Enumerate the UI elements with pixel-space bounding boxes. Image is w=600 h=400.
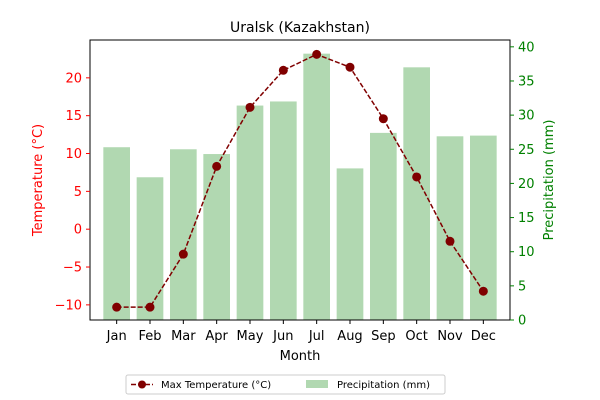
left-tick-label: −10 — [55, 298, 82, 313]
right-tick-label: 20 — [518, 177, 535, 192]
temp-point-dec — [478, 286, 488, 296]
temp-point-nov — [445, 236, 455, 246]
left-tick-label: 0 — [74, 223, 82, 238]
temp-point-jun — [278, 65, 288, 75]
left-tick-label: 20 — [65, 71, 82, 86]
x-axis-ticks: Jan Feb Mar Apr May Jun Jul Aug Sep Oct Nov Dec — [106, 320, 496, 344]
right-tick-label: 25 — [518, 143, 535, 158]
x-tick-label: Jun — [272, 329, 293, 344]
legend-box — [125, 374, 446, 395]
right-tick-label: 30 — [518, 109, 535, 124]
temperature-line — [112, 49, 488, 312]
right-tick-label: 5 — [518, 279, 526, 294]
precipitation-bars — [103, 53, 497, 321]
left-tick-label: 15 — [65, 109, 82, 124]
left-axis-label: Temperature (°C) — [31, 124, 46, 237]
x-tick-label: Sep — [371, 329, 396, 344]
x-tick-label: Feb — [138, 329, 161, 344]
chart-title: Uralsk (Kazakhstan) — [230, 20, 370, 36]
legend-temperature-label: Max Temperature (°C) — [161, 380, 271, 391]
left-tick-label: 10 — [65, 147, 82, 162]
x-tick-label: Oct — [405, 329, 427, 344]
temp-point-jul — [312, 49, 322, 59]
temp-point-may — [245, 102, 255, 112]
bar-jun — [270, 101, 297, 321]
bar-may — [236, 105, 264, 320]
x-tick-label: Nov — [437, 329, 463, 344]
temp-point-aug — [345, 62, 355, 72]
bar-feb — [136, 177, 164, 320]
legend-bar-swatch — [306, 380, 328, 388]
right-tick-label: 15 — [518, 211, 535, 226]
bar-apr — [203, 154, 230, 320]
temp-point-jan — [112, 302, 122, 312]
right-axis-label: Precipitation (mm) — [542, 120, 557, 241]
right-tick-label: 0 — [518, 314, 526, 329]
x-tick-label: May — [237, 329, 264, 344]
x-tick-label: Apr — [205, 329, 228, 344]
right-tick-label: 10 — [518, 245, 535, 260]
bar-sep — [370, 132, 397, 320]
x-tick-label: Aug — [337, 329, 362, 344]
left-tick-label: 5 — [74, 185, 82, 200]
x-tick-label: Mar — [171, 329, 196, 344]
temp-point-feb — [145, 302, 155, 312]
legend: Max Temperature (°C) Precipitation (mm) — [125, 374, 446, 395]
x-axis-label: Month — [280, 349, 321, 364]
bar-jan — [103, 147, 130, 320]
temperature-line-path — [116, 53, 484, 308]
x-tick-label: Dec — [471, 329, 496, 344]
bar-jul — [303, 53, 330, 320]
bar-aug — [336, 168, 364, 320]
legend-line-marker — [138, 380, 146, 389]
temp-point-oct — [412, 172, 422, 182]
bar-mar — [170, 149, 197, 320]
legend-precipitation-label: Precipitation (mm) — [337, 380, 430, 391]
bar-nov — [436, 136, 464, 320]
x-tick-label: Jul — [308, 329, 325, 344]
temp-point-mar — [178, 249, 188, 259]
temp-point-apr — [212, 161, 222, 171]
plot-frame — [89, 39, 511, 321]
temp-point-sep — [378, 114, 388, 124]
left-axis-ticks: −10 −5 0 5 10 15 20 — [55, 71, 90, 313]
right-axis-ticks: 0 5 10 15 20 25 30 35 40 — [510, 40, 535, 329]
x-tick-label: Jan — [106, 329, 127, 344]
right-tick-label: 35 — [518, 74, 535, 89]
right-tick-label: 40 — [518, 40, 535, 55]
left-tick-label: −5 — [63, 261, 82, 276]
